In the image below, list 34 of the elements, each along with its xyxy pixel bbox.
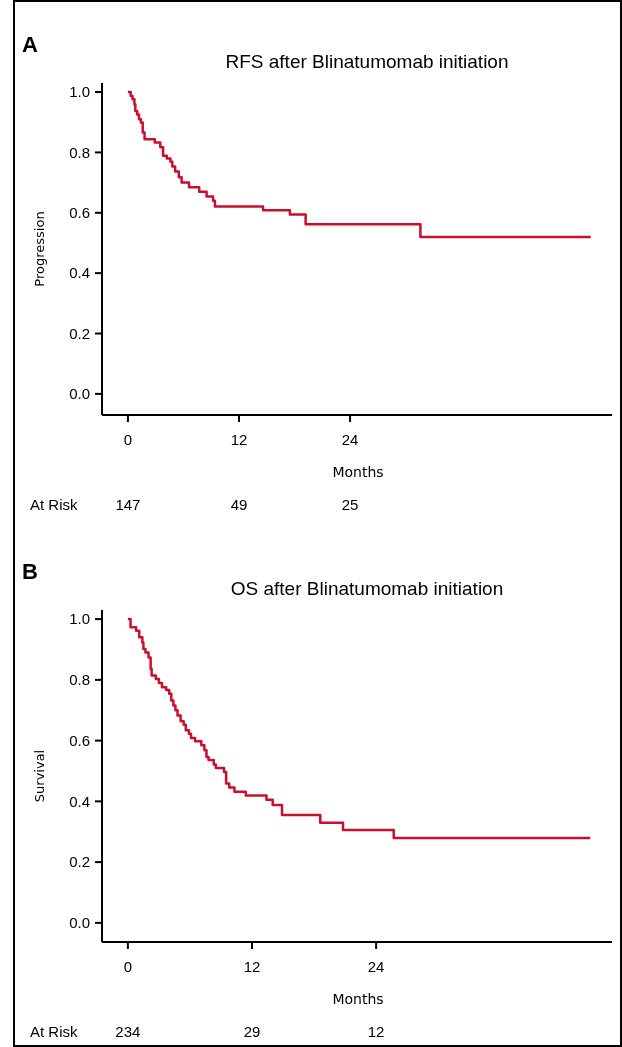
text: A	[22, 32, 38, 57]
x-axis-title: Months	[332, 464, 384, 480]
text: 29	[243, 1023, 261, 1040]
x-tick-label: 12	[243, 958, 261, 975]
text: 147	[115, 496, 141, 513]
y-axis-title: Progression	[32, 211, 47, 287]
text: At Risk	[30, 496, 78, 513]
text: 234	[115, 1023, 141, 1040]
y-tick-label: 0.0	[69, 385, 90, 403]
x-tick-label: 12	[230, 431, 248, 448]
y-tick-label: 1.0	[69, 610, 90, 628]
x-tick-label: 24	[341, 431, 359, 448]
x-axis-title: Months	[332, 991, 384, 1007]
y-tick-label: 0.4	[69, 264, 90, 282]
y-tick-label: 0.6	[69, 204, 90, 222]
y-tick-label: 0.2	[69, 324, 90, 342]
x-tick-label: 0	[123, 431, 133, 448]
text: B	[22, 559, 38, 584]
y-tick-label: 0.8	[69, 143, 90, 161]
chart-title: OS after Blinatumomab initiation	[230, 578, 504, 599]
x-tick-label: 24	[367, 958, 385, 975]
y-tick-label: 0.2	[69, 853, 90, 871]
y-tick-label: 0.4	[69, 792, 90, 810]
x-tick-label: 0	[123, 958, 133, 975]
chart-title: RFS after Blinatumomab initiation	[225, 51, 509, 72]
text: At Risk	[30, 1023, 78, 1040]
y-tick-label: 1.0	[69, 83, 90, 101]
y-tick-label: 0.0	[69, 914, 90, 932]
text: 25	[341, 496, 359, 513]
text: 49	[230, 496, 248, 513]
y-tick-label: 0.8	[69, 671, 90, 689]
text: 12	[367, 1023, 385, 1040]
y-tick-label: 0.6	[69, 731, 90, 749]
y-axis-title: Survival	[32, 749, 47, 803]
